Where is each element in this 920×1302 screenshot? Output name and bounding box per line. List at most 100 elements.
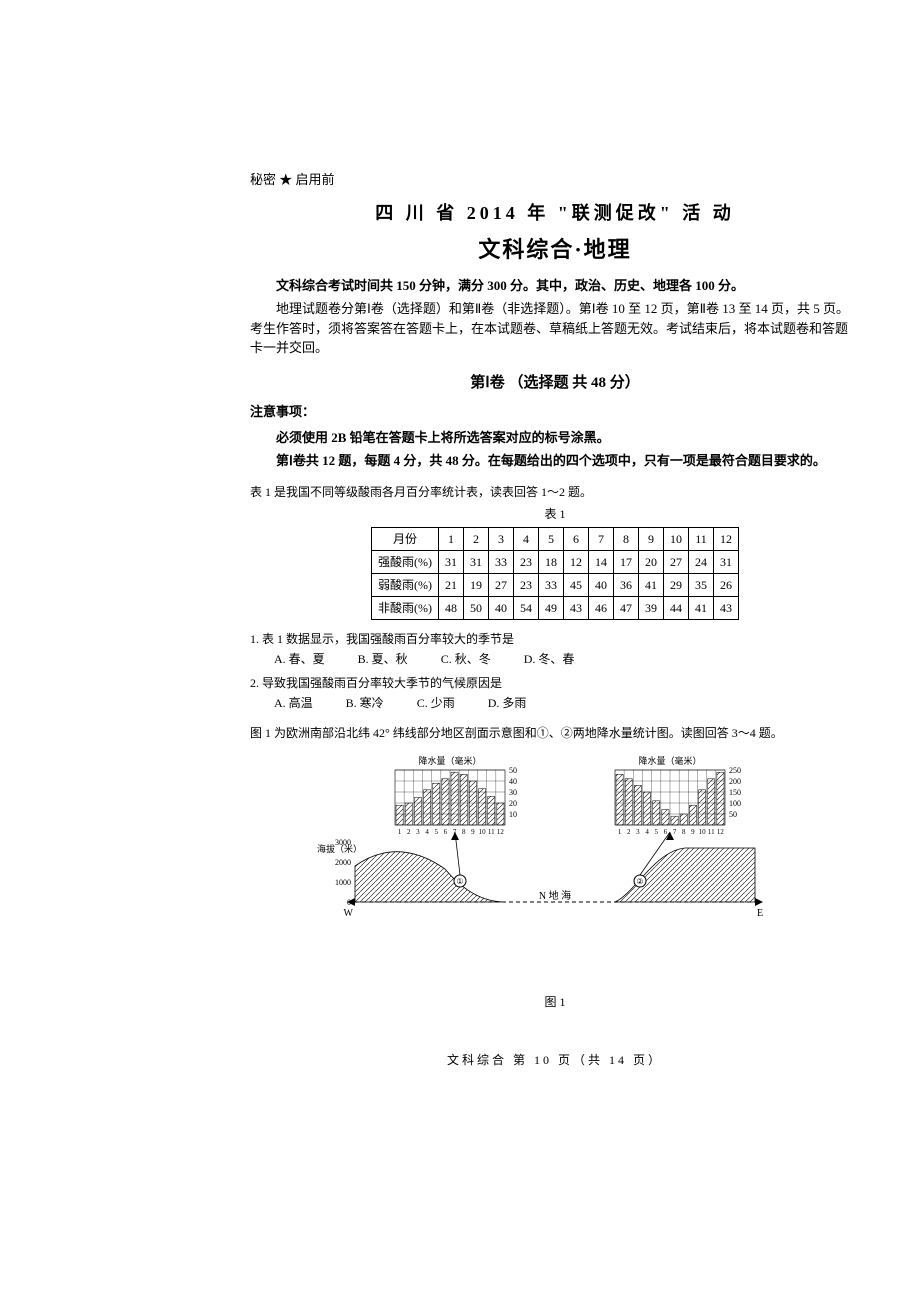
question-2-options: A. 高温 B. 寒冷 C. 少雨 D. 多雨 [274,694,860,712]
table-cell: 33 [539,573,564,596]
svg-text:3000: 3000 [335,838,351,847]
title-line-1: 四 川 省 2014 年 "联测促改" 活 动 [250,200,860,227]
svg-text:E: E [757,908,763,919]
table1-stem: 表 1 是我国不同等级酸雨各月百分率统计表，读表回答 1～2 题。 [250,483,860,501]
svg-text:2000: 2000 [335,858,351,867]
option-d: D. 多雨 [488,694,527,712]
table-header: 4 [514,527,539,550]
table-cell: 31 [439,550,464,573]
table-header: 9 [639,527,664,550]
svg-text:4: 4 [425,828,429,836]
svg-text:2: 2 [407,828,411,836]
svg-text:50: 50 [729,810,737,819]
table-cell: 19 [464,573,489,596]
svg-text:5: 5 [435,828,439,836]
svg-text:N 地 海: N 地 海 [539,889,571,902]
table-cell: 40 [589,573,614,596]
option-d: D. 冬、春 [524,650,575,668]
table-cell: 54 [514,596,539,619]
figure-1-caption: 图 1 [250,993,860,1011]
table-row: 弱酸雨(%) 21 19 27 23 33 45 40 36 41 29 35 … [372,573,739,596]
table-cell: 31 [464,550,489,573]
table-header: 7 [589,527,614,550]
svg-text:10: 10 [509,810,517,819]
table-header: 1 [439,527,464,550]
svg-text:降水量（毫米）: 降水量（毫米） [418,755,481,766]
table-cell: 33 [489,550,514,573]
svg-text:降水量（毫米）: 降水量（毫米） [638,755,701,766]
table-row: 强酸雨(%) 31 31 33 23 18 12 14 17 20 27 24 … [372,550,739,573]
table-cell: 49 [539,596,564,619]
notice-label: 注意事项： [250,402,860,422]
table-cell: 23 [514,573,539,596]
table-cell: 23 [514,550,539,573]
figure1-stem: 图 1 为欧洲南部沿北纬 42° 纬线部分地区剖面示意图和①、②两地降水量统计图… [250,724,860,742]
table-cell: 41 [639,573,664,596]
table-header: 3 [489,527,514,550]
table-cell: 14 [589,550,614,573]
table-1: 月份 1 2 3 4 5 6 7 8 9 10 11 12 强酸雨(%) 31 … [371,527,739,620]
table-header: 10 [664,527,689,550]
svg-text:1: 1 [398,828,402,836]
svg-text:10: 10 [699,828,707,836]
table-cell: 18 [539,550,564,573]
table-header: 11 [689,527,714,550]
table-cell: 27 [664,550,689,573]
table-cell: 17 [614,550,639,573]
table-header: 8 [614,527,639,550]
svg-text:9: 9 [691,828,695,836]
svg-text:W: W [344,908,354,919]
svg-text:2: 2 [627,828,631,836]
svg-text:12: 12 [497,828,505,836]
option-b: B. 夏、秋 [358,650,408,668]
table-cell: 40 [489,596,514,619]
table-header: 6 [564,527,589,550]
table1-caption: 表 1 [250,505,860,523]
question-1-options: A. 春、夏 B. 夏、秋 C. 秋、冬 D. 冬、春 [274,650,860,668]
figure-1: 降水量（毫米）1020304050123456789101112降水量（毫米）5… [250,752,860,1012]
table-cell: 27 [489,573,514,596]
svg-text:11: 11 [708,828,715,836]
table-header: 12 [714,527,739,550]
svg-text:8: 8 [682,828,686,836]
svg-text:1: 1 [618,828,622,836]
svg-text:6: 6 [444,828,448,836]
confidential-label: 秘密 ★ 启用前 [250,170,860,190]
table-cell: 48 [439,596,464,619]
table-cell: 弱酸雨(%) [372,573,439,596]
table-cell: 35 [689,573,714,596]
figure-1-svg: 降水量（毫米）1020304050123456789101112降水量（毫米）5… [315,752,795,982]
svg-text:3: 3 [416,828,420,836]
section-1-title: 第Ⅰ卷 （选择题 共 48 分） [250,372,860,395]
svg-text:30: 30 [509,788,517,797]
svg-text:200: 200 [729,777,741,786]
table-cell: 20 [639,550,664,573]
svg-text:8: 8 [462,828,466,836]
table-row: 非酸雨(%) 48 50 40 54 49 43 46 47 39 44 41 … [372,596,739,619]
svg-text:12: 12 [717,828,725,836]
svg-text:40: 40 [509,777,517,786]
table-cell: 50 [464,596,489,619]
table-cell: 强酸雨(%) [372,550,439,573]
option-c: C. 秋、冬 [441,650,491,668]
table-cell: 45 [564,573,589,596]
option-a: A. 高温 [274,694,313,712]
svg-text:9: 9 [471,828,475,836]
svg-text:20: 20 [509,799,517,808]
table-cell: 非酸雨(%) [372,596,439,619]
intro-bold: 文科综合考试时间共 150 分钟，满分 300 分。其中，政治、历史、地理各 1… [250,276,860,296]
notice-1: 必须使用 2B 铅笔在答题卡上将所选答案对应的标号涂黑。 [250,428,860,448]
svg-text:10: 10 [479,828,487,836]
table-cell: 39 [639,596,664,619]
question-1: 1. 表 1 数据显示，我国强酸雨百分率较大的季节是 [250,630,860,648]
option-b: B. 寒冷 [346,694,384,712]
svg-text:4: 4 [645,828,649,836]
table-cell: 47 [614,596,639,619]
notice-2: 第Ⅰ卷共 12 题，每题 4 分，共 48 分。在每题给出的四个选项中，只有一项… [250,451,860,471]
table-header: 2 [464,527,489,550]
table-cell: 21 [439,573,464,596]
table-cell: 26 [714,573,739,596]
table-cell: 24 [689,550,714,573]
table-row: 月份 1 2 3 4 5 6 7 8 9 10 11 12 [372,527,739,550]
svg-text:②: ② [636,877,643,886]
